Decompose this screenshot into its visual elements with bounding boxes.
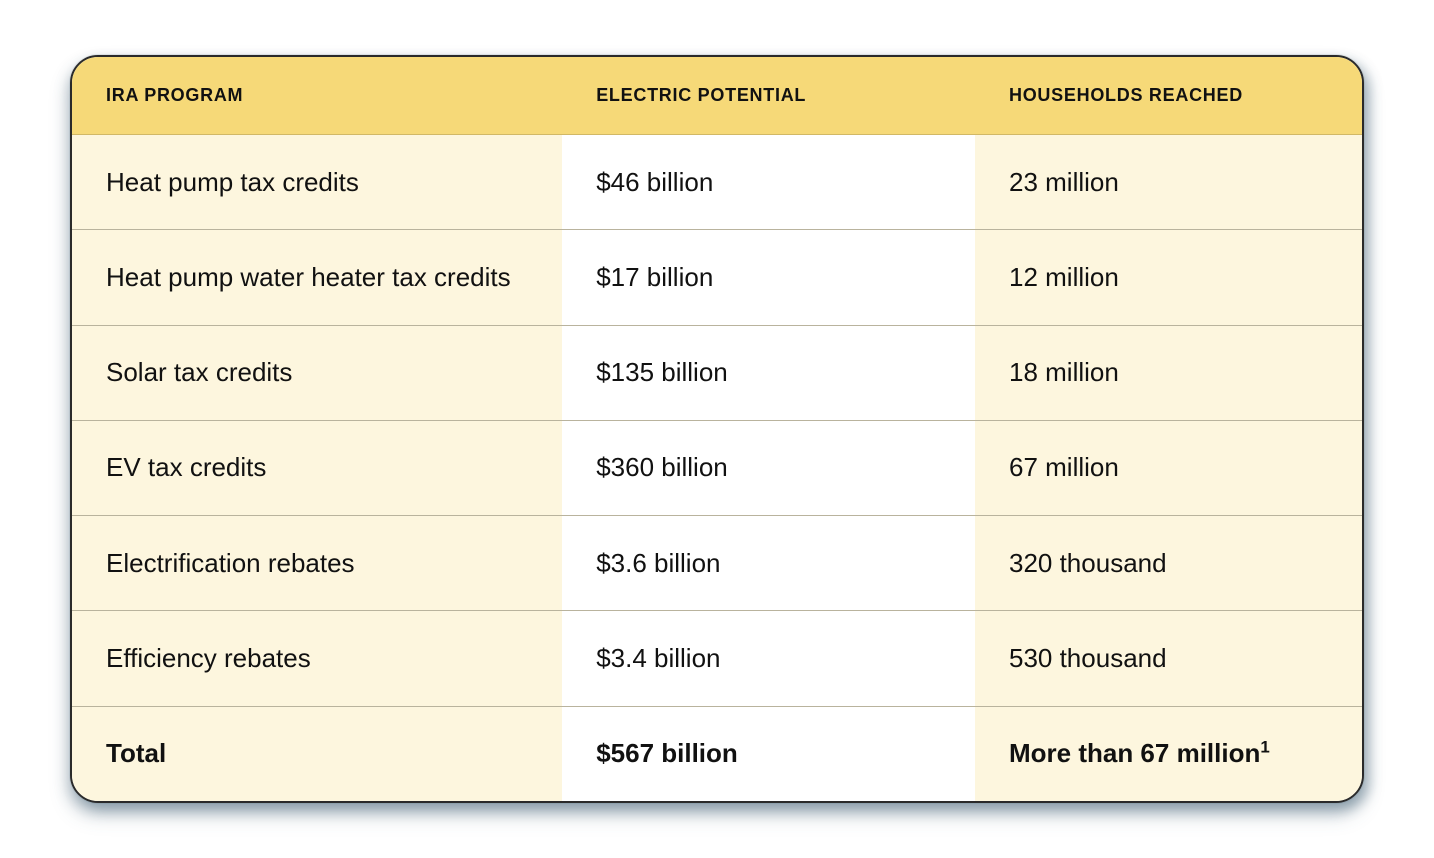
table-header: IRA PROGRAM ELECTRIC POTENTIAL HOUSEHOLD… [72,57,1362,135]
table-row: Heat pump water heater tax credits $17 b… [72,230,1362,325]
cell-potential: $3.4 billion [562,611,975,706]
table-row: EV tax credits $360 billion 67 million [72,420,1362,515]
cell-potential: $46 billion [562,135,975,230]
cell-total-households: More than 67 million1 [975,706,1362,801]
cell-potential: $360 billion [562,420,975,515]
cell-households: 67 million [975,420,1362,515]
table-card: IRA PROGRAM ELECTRIC POTENTIAL HOUSEHOLD… [70,55,1364,803]
col-header-program: IRA PROGRAM [72,57,562,135]
footnote-marker: 1 [1260,738,1269,757]
cell-program: EV tax credits [72,420,562,515]
cell-households: 23 million [975,135,1362,230]
table-row: Efficiency rebates $3.4 billion 530 thou… [72,611,1362,706]
cell-program: Heat pump tax credits [72,135,562,230]
table-row: Heat pump tax credits $46 billion 23 mil… [72,135,1362,230]
col-header-households: HOUSEHOLDS REACHED [975,57,1362,135]
cell-total-potential: $567 billion [562,706,975,801]
cell-potential: $3.6 billion [562,516,975,611]
cell-program: Heat pump water heater tax credits [72,230,562,325]
cell-program: Efficiency rebates [72,611,562,706]
table-row: Solar tax credits $135 billion 18 millio… [72,325,1362,420]
total-households-text: More than 67 million [1009,738,1260,768]
cell-program: Electrification rebates [72,516,562,611]
cell-households: 320 thousand [975,516,1362,611]
page-container: IRA PROGRAM ELECTRIC POTENTIAL HOUSEHOLD… [0,0,1434,858]
table-body: Heat pump tax credits $46 billion 23 mil… [72,135,1362,802]
cell-total-label: Total [72,706,562,801]
cell-potential: $17 billion [562,230,975,325]
cell-program: Solar tax credits [72,325,562,420]
table-row-total: Total $567 billion More than 67 million1 [72,706,1362,801]
table-row: Electrification rebates $3.6 billion 320… [72,516,1362,611]
ira-table: IRA PROGRAM ELECTRIC POTENTIAL HOUSEHOLD… [72,57,1362,801]
cell-households: 18 million [975,325,1362,420]
cell-potential: $135 billion [562,325,975,420]
cell-households: 12 million [975,230,1362,325]
cell-households: 530 thousand [975,611,1362,706]
col-header-potential: ELECTRIC POTENTIAL [562,57,975,135]
